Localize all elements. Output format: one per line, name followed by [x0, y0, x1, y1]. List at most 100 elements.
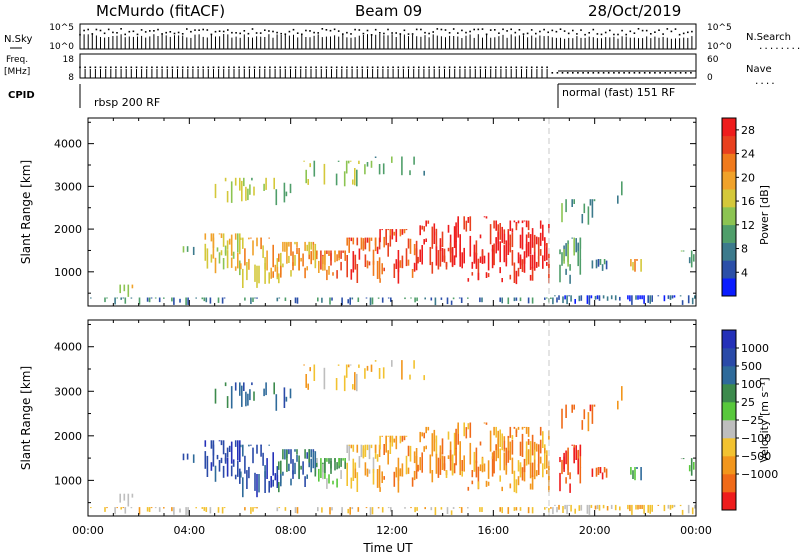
noise-search-point	[79, 33, 81, 36]
power-cell	[535, 236, 538, 245]
velocity-cell	[527, 427, 530, 437]
velocity-cell	[571, 404, 573, 413]
power-cell	[495, 220, 497, 231]
velocity-cell	[223, 507, 226, 509]
nave-point	[546, 66, 548, 69]
velocity-scatter	[90, 360, 696, 516]
power-cell	[370, 237, 373, 241]
power-cell	[568, 295, 570, 297]
velocity-cell	[481, 507, 483, 512]
power-cell	[268, 237, 270, 239]
velocity-colorbar-swatch	[722, 456, 736, 475]
velocity-cell	[234, 440, 237, 447]
power-cell	[527, 232, 530, 238]
power-cell	[220, 233, 223, 238]
power-cell	[264, 263, 266, 284]
velocity-cell	[513, 426, 516, 429]
power-cell	[234, 177, 237, 186]
noise-search-point	[633, 32, 636, 34]
velocity-cell	[290, 478, 292, 486]
power-cell	[578, 295, 581, 302]
y-tick-label: 2000	[54, 430, 82, 443]
velocity-cell	[376, 469, 379, 488]
noise-search-point	[177, 31, 180, 34]
noise-search-point	[222, 30, 225, 33]
power-cell	[499, 267, 501, 274]
velocity-cell	[306, 474, 308, 479]
velocity-cell	[312, 450, 315, 469]
power-cell	[601, 264, 604, 271]
velocity-cell	[340, 470, 342, 479]
velocity-colorbar-label: Velocity [m s⁻¹]	[758, 377, 771, 462]
power-cell	[391, 229, 394, 240]
velocity-cell	[619, 506, 621, 511]
noise-search-point	[658, 29, 660, 31]
velocity-cell	[509, 483, 512, 489]
power-cell	[527, 297, 530, 304]
noise-search-point	[674, 28, 677, 30]
velocity-cell	[523, 426, 526, 428]
power-cell	[226, 240, 229, 250]
x-tick-label: 00:00	[680, 524, 712, 537]
velocity-cell	[639, 504, 641, 509]
nave-legend-line: ....	[754, 77, 776, 87]
power-cell	[341, 297, 343, 306]
velocity-cell	[242, 477, 244, 498]
noise-search-point	[526, 32, 529, 35]
power-cell	[562, 296, 564, 304]
power-cell	[533, 251, 536, 271]
noise-search-point	[333, 28, 336, 31]
nsky-label: N.Sky	[4, 34, 32, 45]
velocity-cell	[395, 467, 398, 478]
noise-search-point	[296, 32, 299, 34]
velocity-cell	[344, 458, 346, 469]
power-cell	[657, 295, 660, 297]
power-cell	[366, 162, 369, 167]
power-cell	[403, 229, 406, 234]
velocity-cell	[501, 486, 503, 492]
velocity-cell	[352, 384, 354, 390]
velocity-cell	[345, 364, 348, 378]
velocity-cell	[477, 466, 480, 490]
nave-point	[115, 66, 117, 69]
velocity-cell	[280, 460, 282, 484]
velocity-cell	[186, 453, 189, 460]
power-colorbar: 4 8 12 16 20 24 28	[721, 117, 755, 297]
velocity-cell	[529, 441, 532, 462]
velocity-cell	[405, 435, 408, 437]
velocity-cell	[437, 457, 440, 478]
nave-point	[407, 66, 410, 69]
noise-search-point	[494, 29, 496, 31]
power-cell	[106, 297, 108, 299]
power-cell	[391, 156, 393, 163]
velocity-cell	[568, 504, 570, 506]
power-cell	[637, 295, 639, 300]
power-colorbar-swatch	[722, 260, 736, 279]
power-cell	[483, 216, 486, 218]
velocity-cell	[273, 382, 275, 395]
power-cell	[276, 297, 279, 302]
power-cell	[332, 272, 334, 276]
power-x-axis	[87, 118, 697, 306]
velocity-cell	[457, 422, 459, 434]
power-cell	[501, 297, 503, 304]
velocity-cell	[401, 360, 403, 380]
power-cell	[485, 216, 488, 219]
power-cell	[529, 274, 532, 281]
nave-point	[176, 66, 179, 69]
nave-point	[371, 66, 374, 69]
velocity-cell	[399, 435, 402, 444]
nave-point	[551, 72, 554, 74]
velocity-cell	[519, 462, 522, 478]
velocity-cell	[377, 507, 380, 509]
velocity-cell	[294, 462, 296, 475]
velocity-cell	[593, 404, 596, 407]
power-cell	[294, 255, 296, 266]
power-colorbar-label: Power [dB]	[758, 185, 771, 245]
velocity-cell	[383, 476, 385, 480]
power-cell	[559, 249, 561, 255]
nave-point	[433, 66, 435, 69]
velocity-cell	[307, 383, 309, 390]
power-cell	[127, 284, 130, 297]
velocity-cell	[232, 461, 235, 467]
